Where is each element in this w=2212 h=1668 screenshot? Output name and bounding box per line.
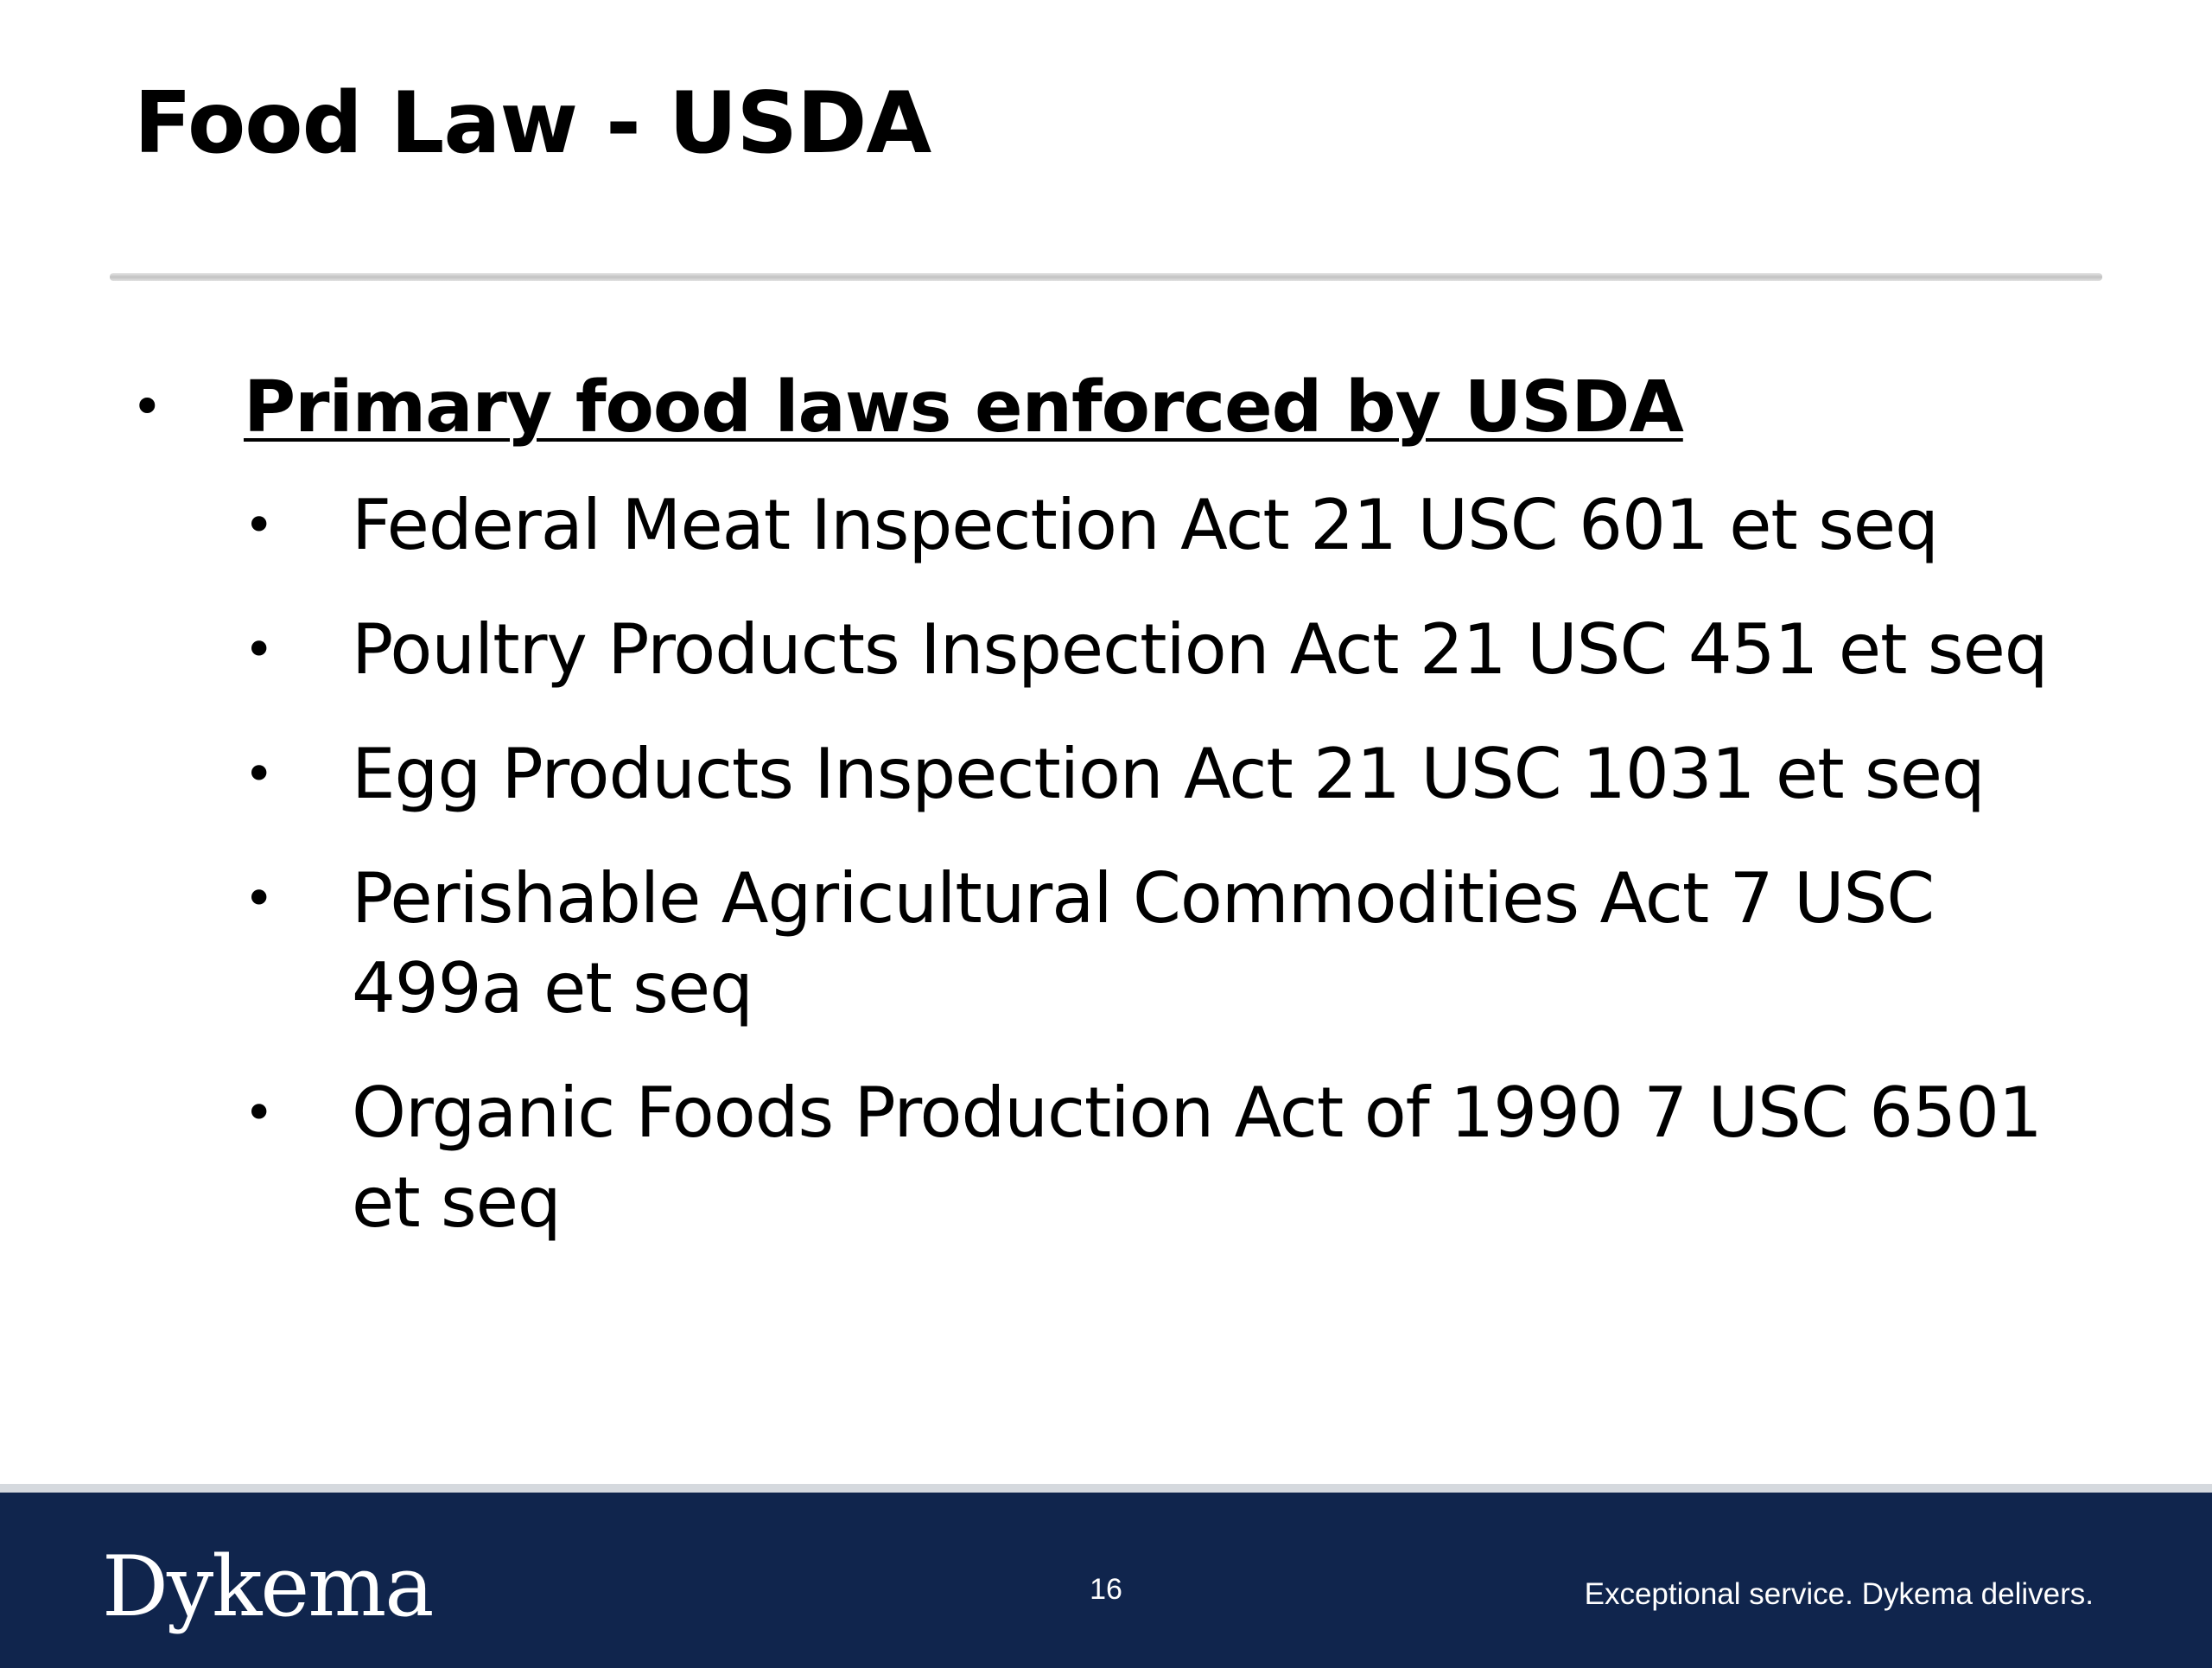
main-bullet-item: • Primary food laws enforced by USDA (0, 363, 2212, 460)
page-number: 16 (1090, 1573, 1122, 1606)
bullet-marker: • (244, 620, 274, 680)
law-list: • Federal Meat Inspection Act 21 USC 601… (0, 481, 2212, 1248)
slide-body: • Primary food laws enforced by USDA • F… (0, 363, 2212, 1283)
law-text: Poultry Products Inspection Act 21 USC 4… (352, 609, 2049, 690)
dykema-logo: Dykema (102, 1538, 434, 1635)
bullet-marker: • (244, 495, 274, 556)
law-list-item: • Egg Products Inspection Act 21 USC 103… (0, 729, 2097, 819)
law-list-item: • Federal Meat Inspection Act 21 USC 601… (0, 481, 2097, 570)
law-text: Egg Products Inspection Act 21 USC 1031 … (352, 734, 1986, 814)
law-text: Organic Foods Production Act of 1990 7 U… (352, 1073, 2043, 1243)
footer-bar: Dykema 16 Exceptional service. Dykema de… (0, 1484, 2212, 1668)
bullet-marker: • (244, 1083, 274, 1143)
law-list-item: • Perishable Agricultural Commodities Ac… (0, 854, 2097, 1034)
law-text: Federal Meat Inspection Act 21 USC 601 e… (352, 485, 1939, 565)
law-list-item: • Poultry Products Inspection Act 21 USC… (0, 605, 2097, 695)
law-text: Perishable Agricultural Commodities Act … (352, 858, 1935, 1028)
bullet-marker: • (131, 375, 163, 438)
bullet-marker: • (244, 869, 274, 929)
footer-tagline: Exceptional service. Dykema delivers. (1584, 1577, 2094, 1611)
slide-title: Food Law - USDA (134, 74, 931, 173)
title-divider (110, 273, 2102, 281)
bullet-marker: • (244, 744, 274, 805)
main-bullet-text: Primary food laws enforced by USDA (244, 366, 1684, 449)
law-list-item: • Organic Foods Production Act of 1990 7… (0, 1068, 2097, 1248)
